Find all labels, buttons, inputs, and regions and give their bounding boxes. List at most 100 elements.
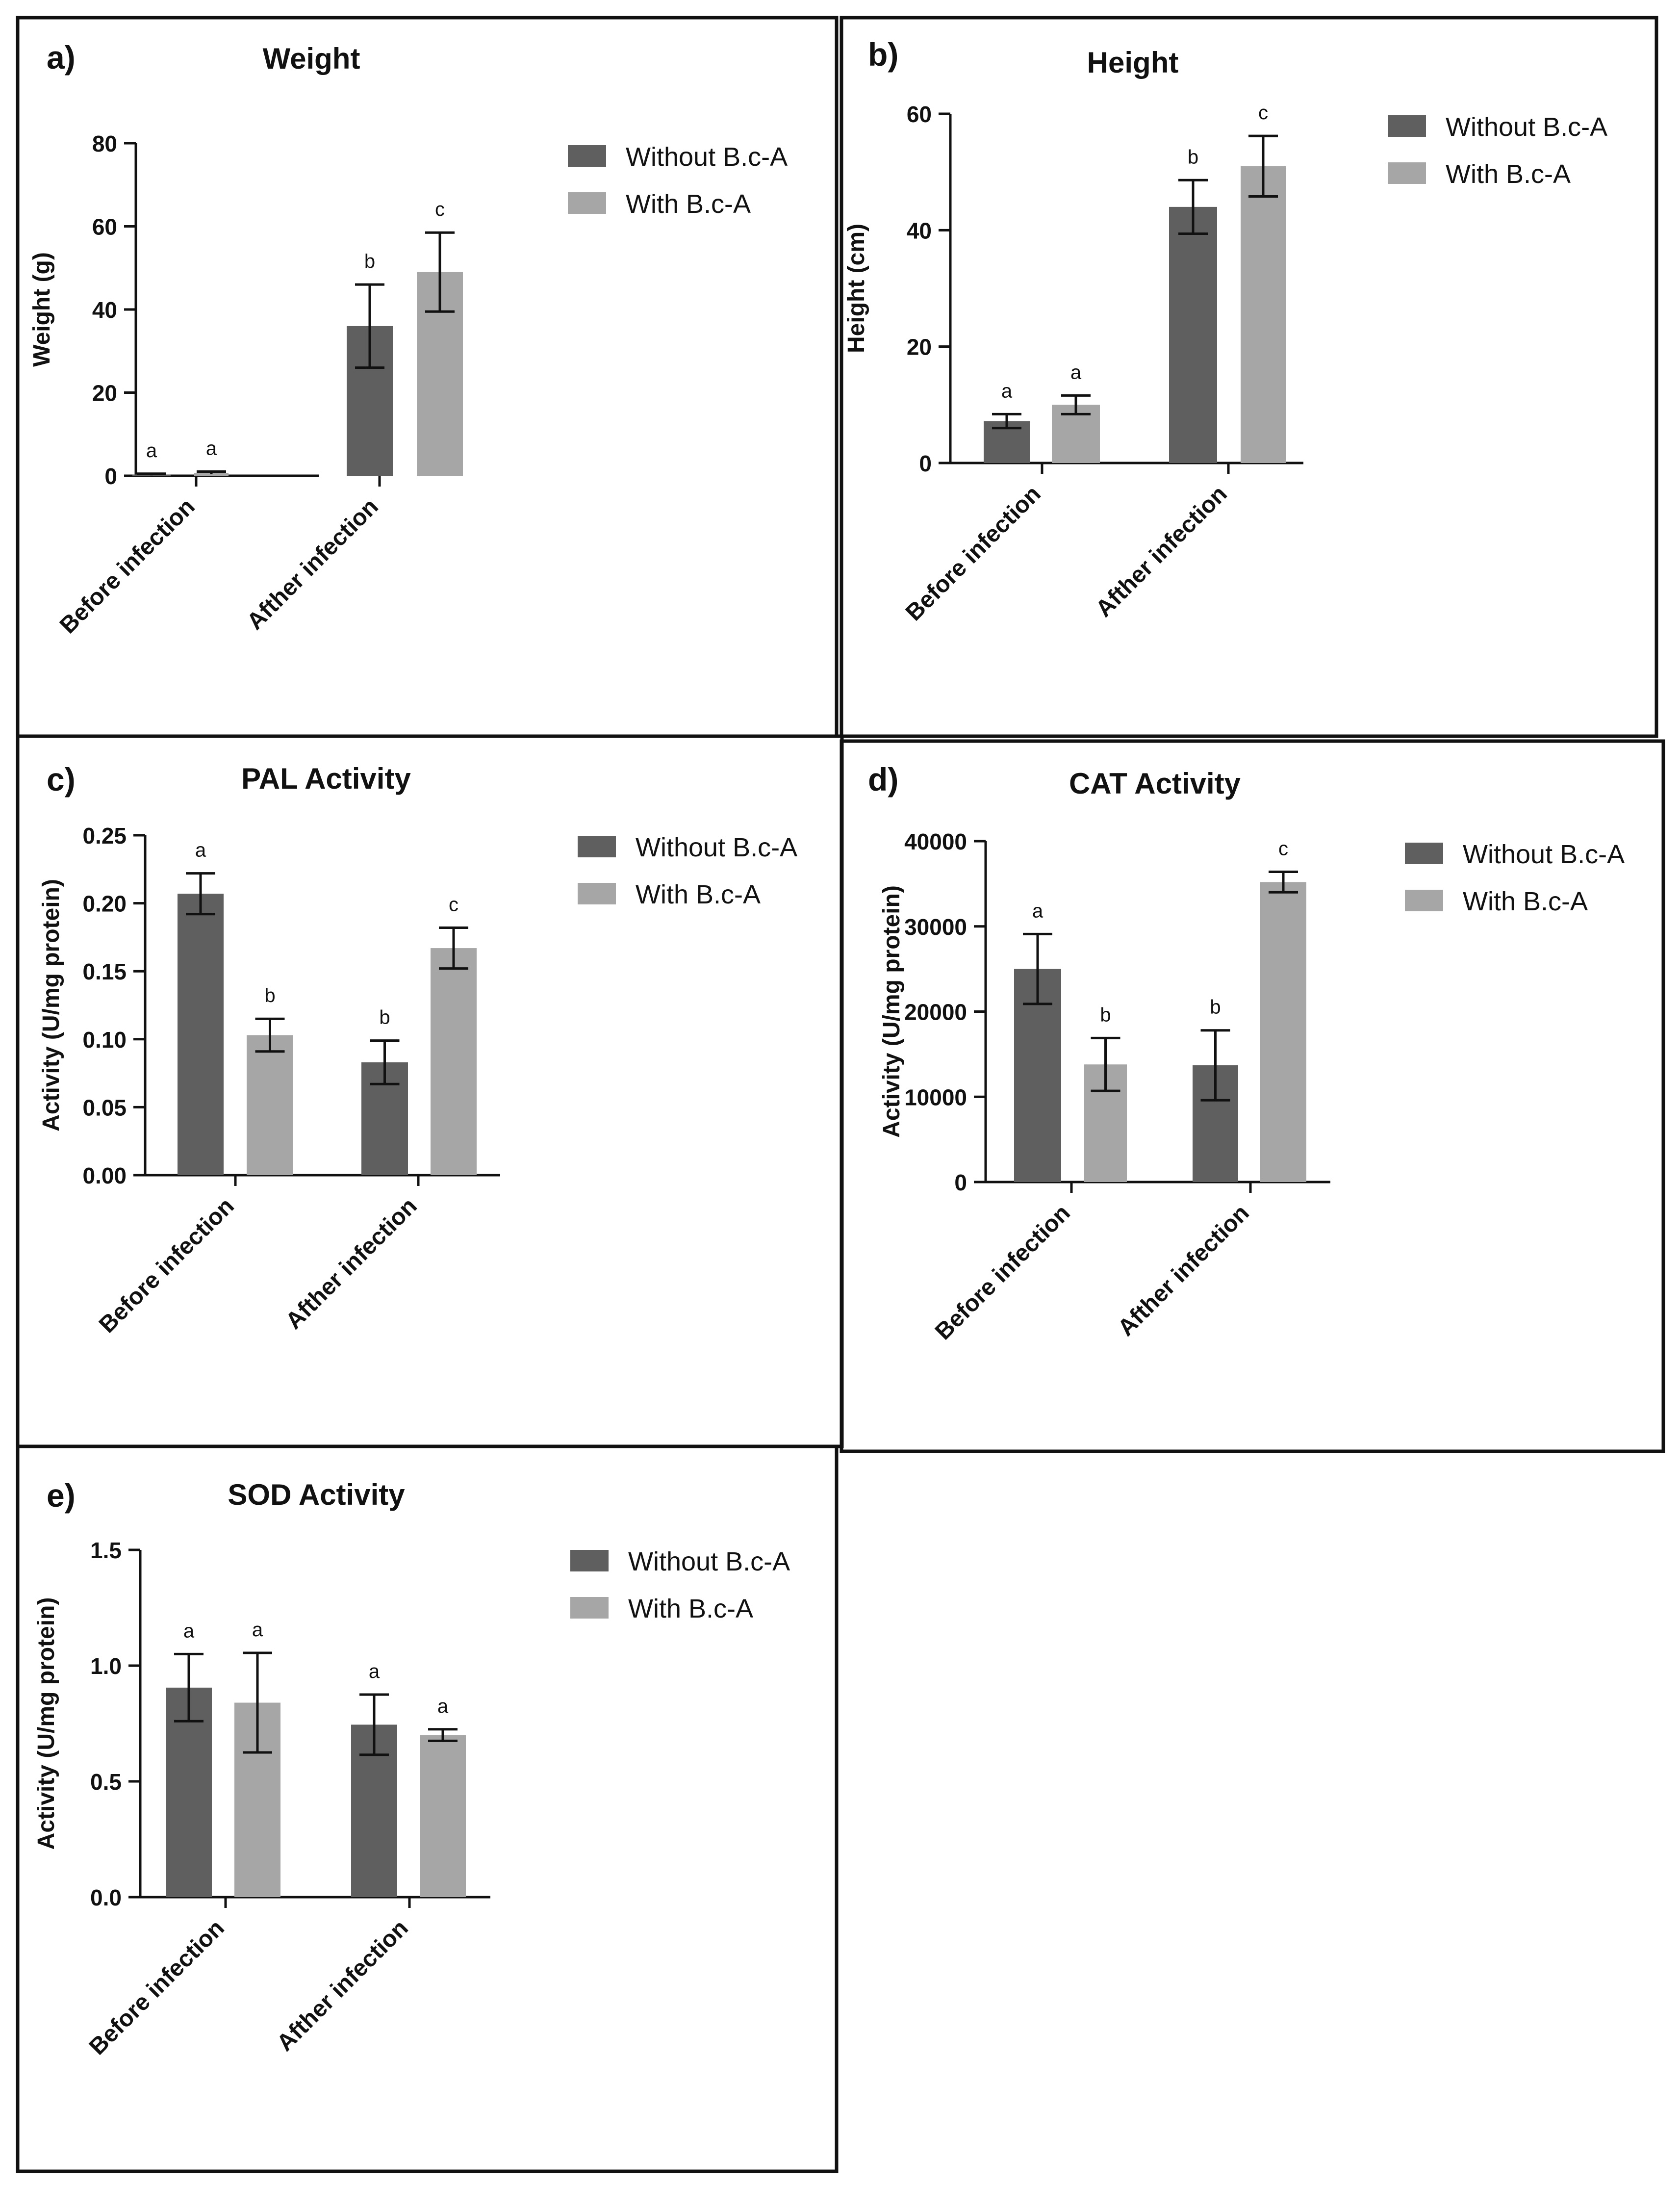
y-tick-label: 30000 [904, 914, 967, 940]
panel-frame [840, 16, 1658, 738]
significance-letter: a [437, 1696, 449, 1717]
panel-a: a) Weight 0 20 40 60 80 Weight (g) a a Before infe… [16, 16, 839, 738]
chart-title: CAT Activity [1069, 767, 1241, 800]
x-tick-label: Before infection [55, 493, 200, 639]
significance-letter: c [1258, 102, 1268, 124]
panel-e: e) SOD Activity 0.0 0.5 1.0 1.5 Activity (U/mg… [16, 1444, 839, 2173]
legend-swatch [568, 192, 606, 214]
y-tick-label: 20 [907, 334, 932, 360]
significance-letter: c [449, 894, 458, 915]
x-tick-label: Afther infection [272, 1915, 413, 2056]
y-tick-label: 60 [92, 214, 117, 240]
significance-letter: a [146, 440, 157, 462]
x-tick-label: Afther infection [1091, 481, 1232, 622]
legend-label: With B.c-A [628, 1594, 753, 1623]
y-tick-label: 10000 [904, 1084, 967, 1110]
y-tick-label: 0.25 [82, 823, 127, 849]
y-tick-label: 1.5 [90, 1538, 122, 1563]
y-tick-label: 1.0 [90, 1653, 122, 1679]
panel-d: d) CAT Activity 0 10000 20000 30000 40000 Activ… [840, 739, 1665, 1453]
significance-letter: b [1188, 146, 1198, 168]
y-axis-label: Height (cm) [843, 224, 869, 353]
legend-swatch [1388, 162, 1426, 184]
legend-label: With B.c-A [1463, 887, 1588, 916]
y-axis-label: Activity (U/mg protein) [33, 1597, 59, 1850]
significance-letter: b [264, 985, 275, 1006]
y-tick-label: 0.5 [90, 1769, 122, 1795]
y-tick-label: 0.00 [82, 1163, 127, 1188]
significance-letter: b [1100, 1004, 1111, 1026]
bar-with-after [1241, 166, 1286, 463]
panel-c: c) PAL Activity 0.00 0.05 0.10 0.15 0.20 0.25 Ac… [16, 734, 844, 1448]
panel-label: c) [47, 761, 76, 798]
legend-label: With B.c-A [1446, 159, 1571, 189]
y-tick-label: 40000 [904, 829, 967, 854]
significance-letter: a [1001, 380, 1013, 402]
panel-frame [16, 1444, 839, 2173]
legend-label: Without B.c-A [1446, 112, 1607, 142]
x-tick-label: Afther infection [242, 493, 383, 635]
bar-with-after [420, 1735, 466, 1897]
significance-letter: b [1210, 997, 1221, 1018]
panel-frame [840, 739, 1665, 1453]
bar-with-after [431, 948, 477, 1175]
panel-label: e) [47, 1477, 76, 1514]
significance-letter: a [206, 438, 217, 460]
y-tick-label: 20000 [904, 1000, 967, 1025]
panel-label: d) [868, 761, 898, 798]
bar-with-after [1260, 882, 1306, 1182]
panel-b: b) Height 0 20 40 60 Height (cm) a a Before infec… [840, 16, 1658, 738]
x-tick-label: Afther infection [1113, 1200, 1254, 1341]
y-tick-label: 80 [92, 131, 117, 156]
legend-label: Without B.c-A [1463, 840, 1625, 869]
legend-swatch [1405, 843, 1443, 864]
x-tick-label: Before infection [94, 1193, 239, 1338]
y-tick-label: 0.05 [82, 1095, 127, 1120]
x-tick-label: Before infection [901, 481, 1046, 626]
significance-letter: a [369, 1661, 380, 1682]
chart-title: Weight [263, 42, 360, 75]
legend-swatch [1405, 890, 1443, 911]
chart-title: SOD Activity [228, 1478, 405, 1511]
bar-with-before [247, 1035, 293, 1175]
legend-swatch [568, 145, 606, 167]
legend-label: With B.c-A [626, 189, 751, 219]
significance-letter: a [252, 1619, 263, 1641]
bar-without-before [178, 894, 224, 1175]
significance-letter: c [435, 199, 445, 220]
legend-label: Without B.c-A [636, 833, 797, 862]
legend-swatch [578, 836, 616, 857]
chart-title: PAL Activity [241, 762, 411, 795]
x-tick-label: Before infection [84, 1915, 229, 2060]
legend-label: Without B.c-A [626, 142, 788, 172]
bar-without-before [166, 1687, 212, 1897]
y-tick-label: 40 [92, 297, 117, 323]
y-axis-label: Weight (g) [29, 252, 55, 367]
y-axis-label: Activity (U/mg protein) [879, 885, 905, 1138]
y-tick-label: 0.0 [90, 1885, 122, 1910]
significance-letter: a [183, 1620, 195, 1642]
significance-letter: a [1032, 900, 1044, 922]
y-tick-label: 0.10 [82, 1027, 127, 1053]
legend-swatch [570, 1597, 609, 1619]
y-axis-label: Activity (U/mg protein) [38, 879, 64, 1132]
y-tick-label: 0 [104, 463, 117, 489]
x-tick-label: Before infection [930, 1200, 1075, 1345]
y-tick-label: 0 [919, 451, 932, 476]
significance-letter: c [1278, 838, 1288, 860]
bar-without-after [1169, 206, 1217, 463]
significance-letter: b [379, 1007, 390, 1029]
y-tick-label: 0 [954, 1170, 967, 1195]
significance-letter: a [195, 840, 206, 861]
legend-swatch [1388, 115, 1426, 137]
y-tick-label: 0.15 [82, 959, 127, 984]
significance-letter: b [364, 251, 375, 272]
y-tick-label: 0.20 [82, 891, 127, 917]
legend-swatch [578, 883, 616, 904]
y-tick-label: 20 [92, 381, 117, 406]
panel-label: a) [47, 39, 76, 76]
x-tick-label: Afther infection [281, 1193, 422, 1334]
y-tick-label: 60 [907, 102, 932, 127]
significance-letter: a [1070, 361, 1082, 383]
